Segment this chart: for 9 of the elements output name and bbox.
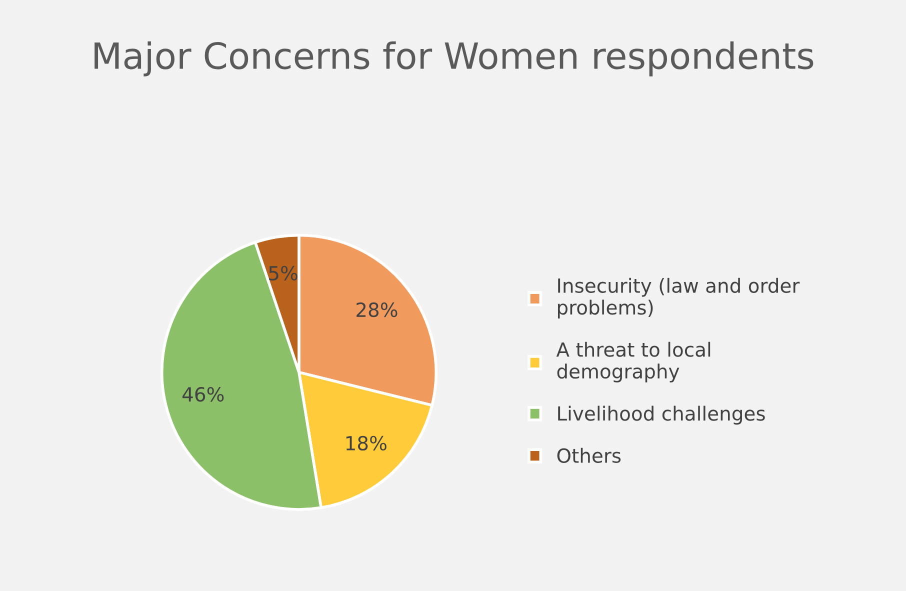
chart-title: Major Concerns for Women respondents bbox=[94, 41, 814, 76]
legend-label: A threat to local demography bbox=[556, 342, 710, 382]
data-label: 5% bbox=[269, 266, 298, 281]
data-label: 18% bbox=[346, 436, 386, 451]
legend-label: Livelihood challenges bbox=[558, 406, 765, 425]
legend-label: Insecurity (law and order problems) bbox=[558, 278, 800, 319]
legend-label: Others bbox=[557, 448, 621, 463]
data-label: 46% bbox=[182, 387, 224, 402]
data-label: 28% bbox=[356, 302, 398, 318]
